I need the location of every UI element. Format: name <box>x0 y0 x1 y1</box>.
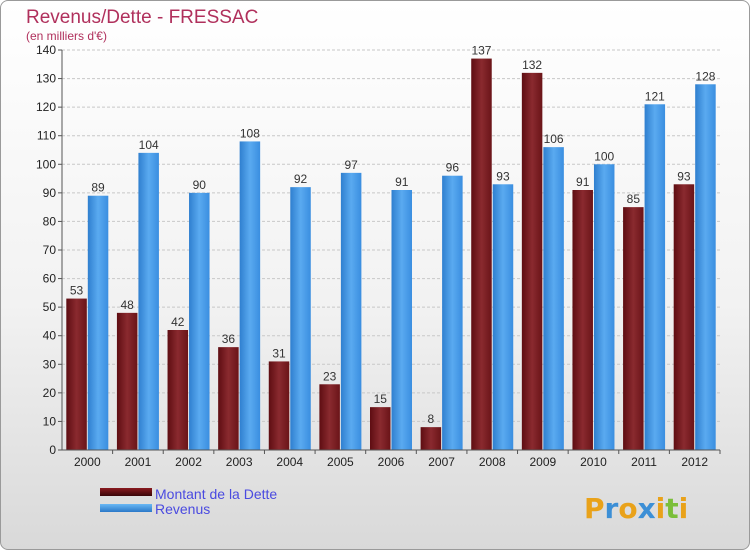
y-tick-label: 100 <box>36 157 56 171</box>
y-tick-label: 50 <box>43 300 57 314</box>
legend-label-revenus: Revenus <box>155 501 210 517</box>
data-label-revenus: 93 <box>496 169 510 183</box>
bar-revenus <box>189 192 210 450</box>
bar-revenus <box>593 164 615 451</box>
x-tick-label: 2008 <box>479 455 506 469</box>
data-label-debt: 137 <box>471 44 491 58</box>
bar-revenus <box>391 190 412 450</box>
y-tick-label: 40 <box>43 329 57 343</box>
legend-label-debt: Montant de la Dette <box>155 486 277 502</box>
x-tick-label: 2011 <box>631 455 657 469</box>
data-label-revenus: 91 <box>395 175 409 189</box>
x-tick-label: 2006 <box>378 455 405 469</box>
bar-debt <box>623 207 644 450</box>
data-label-debt: 85 <box>627 192 641 206</box>
bar-debt <box>521 72 543 450</box>
x-tick-label: 2001 <box>125 455 152 469</box>
chart-title: Revenus/Dette - FRESSAC <box>26 7 258 28</box>
x-tick-label: 2009 <box>529 455 556 469</box>
y-tick-label: 140 <box>36 43 56 57</box>
data-label-revenus: 100 <box>594 149 614 163</box>
data-label-debt: 91 <box>576 175 590 189</box>
data-label-debt: 48 <box>120 298 134 312</box>
bar-debt <box>673 184 695 451</box>
bar-revenus <box>695 84 716 451</box>
x-tick-label: 2010 <box>580 455 607 469</box>
y-tick-label: 10 <box>43 414 57 428</box>
y-tick-label: 130 <box>36 72 56 86</box>
data-label-revenus: 128 <box>695 69 715 83</box>
x-tick-label: 2000 <box>74 455 101 469</box>
y-tick-label: 110 <box>37 129 56 143</box>
x-tick-label: 2007 <box>428 455 455 469</box>
y-tick-label: 80 <box>43 214 57 228</box>
data-label-revenus: 89 <box>91 181 105 195</box>
bar-debt <box>66 298 87 450</box>
y-tick-label: 20 <box>43 386 57 400</box>
legend: Montant de la Dette Revenus <box>100 486 277 517</box>
y-tick-label: 30 <box>43 357 57 371</box>
data-label-debt: 132 <box>522 58 542 72</box>
y-tick-label: 120 <box>36 100 56 114</box>
y-tick-label: 60 <box>43 272 57 286</box>
data-label-revenus: 92 <box>294 172 308 186</box>
gridlines <box>62 49 720 451</box>
bar-debt <box>167 330 189 450</box>
data-label-revenus: 104 <box>139 138 159 152</box>
data-label-revenus: 121 <box>645 89 665 103</box>
bars: 53 89 48 104 42 90 36 108 31 92 23 97 15 91 8 96 137 93 13… <box>66 44 716 451</box>
bar-revenus <box>442 175 463 450</box>
bar-revenus <box>138 152 159 450</box>
bar-debt <box>218 347 239 450</box>
legend-swatch-revenus <box>100 504 152 512</box>
data-label-debt: 93 <box>677 169 691 183</box>
data-label-revenus: 108 <box>240 126 260 140</box>
x-axis: 2000 2001 2002 2003 2004 2005 2006 2007 2008 2009… <box>62 449 721 469</box>
bar-debt <box>420 427 442 450</box>
x-tick-label: 2004 <box>276 455 303 469</box>
data-label-debt: 53 <box>70 284 84 298</box>
bar-revenus <box>239 141 261 450</box>
y-axis: 0 10 20 30 40 50 60 70 80 90 100 110 120 130 140 <box>36 43 63 457</box>
y-tick-label: 0 <box>49 443 56 457</box>
bar-debt <box>268 361 290 450</box>
bar-debt <box>572 190 593 450</box>
y-tick-label: 70 <box>43 243 57 257</box>
x-tick-label: 2003 <box>226 455 253 469</box>
bar-revenus <box>543 147 564 450</box>
bar-debt <box>471 58 492 450</box>
bar-revenus <box>644 104 666 451</box>
legend-swatch-debt <box>100 488 152 496</box>
bar-revenus <box>290 187 311 450</box>
chart-subtitle: (en milliers d'€) <box>26 29 107 43</box>
data-label-debt: 15 <box>374 392 388 406</box>
proxiti-logo: Proxiti <box>584 492 688 525</box>
x-tick-label: 2002 <box>175 455 202 469</box>
data-label-debt: 36 <box>222 332 236 346</box>
data-label-debt: 42 <box>171 315 185 329</box>
x-tick-label: 2012 <box>681 455 708 469</box>
data-label-revenus: 90 <box>193 178 207 192</box>
bar-debt <box>370 407 391 450</box>
y-tick-label: 90 <box>43 186 57 200</box>
bar-revenus <box>492 184 514 451</box>
data-label-revenus: 106 <box>544 132 564 146</box>
data-label-debt: 31 <box>272 346 286 360</box>
bar-revenus <box>87 195 109 450</box>
bar-revenus <box>340 172 362 450</box>
bar-debt <box>116 312 138 450</box>
data-label-revenus: 97 <box>344 158 358 172</box>
x-tick-label: 2005 <box>327 455 354 469</box>
data-label-debt: 23 <box>323 369 337 383</box>
data-label-revenus: 96 <box>446 161 460 175</box>
bar-debt <box>319 384 340 450</box>
data-label-debt: 8 <box>428 412 435 426</box>
svg-text:Proxiti: Proxiti <box>584 492 688 525</box>
